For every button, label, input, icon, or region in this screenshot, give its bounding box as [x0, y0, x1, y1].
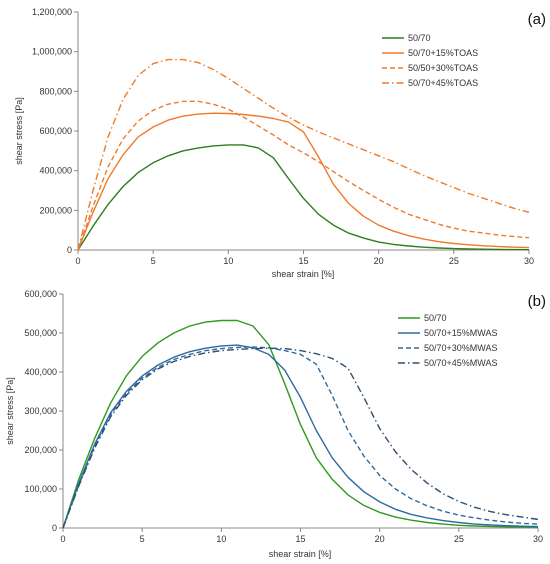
- a-x-tick-label: 30: [524, 256, 534, 266]
- a-legend-label-1: 50/70+15%TOAS: [408, 48, 478, 58]
- b-series-line-1: [62, 344, 539, 529]
- b-series-line-2: [62, 346, 539, 529]
- b-x-tick-label: 20: [375, 534, 385, 544]
- a-x-tick-label: 15: [298, 256, 308, 266]
- a-legend-label-3: 50/70+45%TOAS: [408, 78, 478, 88]
- a-series-line-1: [77, 112, 530, 251]
- b-x-tick-label: 0: [60, 534, 65, 544]
- a-x-tick-label: 10: [223, 256, 233, 266]
- chart-b: 0 100,000 200,000 300,000 400,000 500,000 600,…: [5, 289, 546, 559]
- a-series-line-2: [77, 100, 530, 251]
- b-legend-label-3: 50/70+45%MWAS: [424, 358, 497, 368]
- a-y-tick-label: 600,000: [39, 126, 72, 136]
- b-x-tick-label: 10: [216, 534, 226, 544]
- a-y-tick-label: 200,000: [39, 205, 72, 215]
- a-x-tick-label: 5: [151, 256, 156, 266]
- b-x-axis-label: shear strain [%]: [269, 549, 332, 559]
- b-panel-label: (b): [528, 293, 546, 310]
- a-y-tick-label: 0: [67, 245, 72, 255]
- a-y-tick-label: 400,000: [39, 166, 72, 176]
- a-x-tick-label: 25: [449, 256, 459, 266]
- a-legend-label-2: 50/50+30%TOAS: [408, 63, 478, 73]
- b-x-tick-label: 25: [454, 534, 464, 544]
- b-y-tick-label: 0: [52, 523, 57, 533]
- b-x-tick-label: 5: [140, 534, 145, 544]
- b-y-tick-label: 300,000: [24, 406, 57, 416]
- a-x-tick-label: 20: [374, 256, 384, 266]
- a-legend-label-0: 50/70: [408, 33, 431, 43]
- b-x-tick-label: 15: [295, 534, 305, 544]
- b-y-tick-label: 100,000: [24, 484, 57, 494]
- b-legend-label-1: 50/70+15%MWAS: [424, 328, 497, 338]
- b-legend-label-0: 50/70: [424, 313, 447, 323]
- a-x-tick-label: 0: [75, 256, 80, 266]
- b-y-tick-label: 600,000: [24, 289, 57, 299]
- a-y-tick-label: 800,000: [39, 86, 72, 96]
- b-series-line-3: [62, 347, 539, 529]
- b-y-tick-label: 200,000: [24, 445, 57, 455]
- a-y-tick-label: 1,000,000: [32, 47, 72, 57]
- a-series-line-0: [77, 144, 530, 251]
- b-x-tick-label: 30: [533, 534, 543, 544]
- a-y-axis-label: shear stress [Pa]: [14, 97, 24, 165]
- b-legend-label-2: 50/70+30%MWAS: [424, 343, 497, 353]
- a-series-line-3: [77, 58, 530, 251]
- a-y-tick-label: 1,200,000: [32, 7, 72, 17]
- b-y-tick-label: 500,000: [24, 328, 57, 338]
- a-panel-label: (a): [528, 11, 546, 28]
- b-series-line-0: [62, 319, 539, 529]
- b-y-tick-label: 400,000: [24, 367, 57, 377]
- a-x-axis-label: shear strain [%]: [272, 269, 335, 279]
- b-y-axis-label: shear stress [Pa]: [5, 377, 15, 445]
- chart-a: 0 200,000 400,000 600,000 800,000 1,000,000 1,…: [14, 7, 546, 279]
